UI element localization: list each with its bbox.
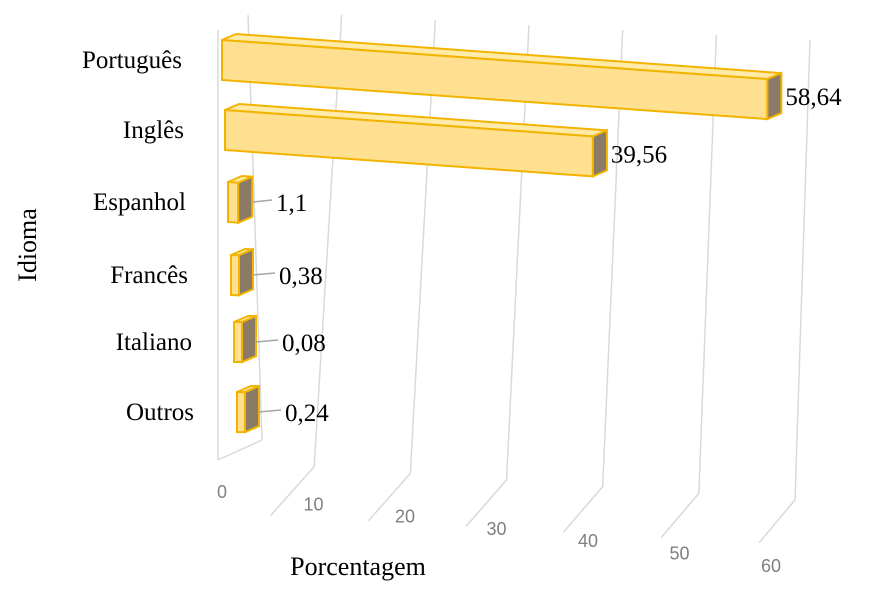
data-label: 1,1 [276, 190, 307, 217]
x-tick-label: 0 [217, 482, 227, 502]
data-label: 58,64 [785, 84, 842, 111]
y-axis-title: Idioma [13, 208, 42, 282]
floor-gridline [465, 479, 508, 527]
bar-front-face [227, 180, 240, 224]
axis-back-line [247, 14, 263, 441]
bars [221, 32, 783, 434]
bar-end-face [244, 384, 260, 434]
gridline [313, 14, 343, 467]
category-labels: Português Inglês Espanhol Francês Italiano Ou… [82, 47, 194, 426]
x-tick-label: 60 [761, 556, 781, 576]
category-label: Português [82, 47, 182, 74]
bar-end-face [241, 314, 257, 364]
bar [227, 174, 254, 225]
bar-front-face [230, 253, 240, 297]
x-axis-title: Porcentagem [290, 552, 426, 581]
category-label: Italiano [116, 329, 192, 356]
data-label: 0,38 [279, 263, 323, 290]
floor-gridline [758, 499, 796, 544]
data-label: 39,56 [611, 141, 667, 168]
category-label: Outros [126, 399, 194, 426]
bar [224, 102, 608, 178]
bar-front-face [236, 390, 246, 434]
gridline [794, 39, 811, 501]
x-tick-label: 10 [303, 494, 323, 514]
floor-gridline [660, 492, 700, 538]
leader-line [252, 272, 276, 276]
x-tick-labels: 0 10 20 30 40 50 60 [217, 482, 781, 576]
floor-gridline [563, 486, 604, 533]
bar [221, 32, 783, 121]
x-tick-label: 20 [395, 507, 415, 527]
category-label: Inglês [123, 117, 184, 144]
x-tick-label: 30 [486, 519, 506, 539]
data-label: 0,08 [282, 330, 326, 357]
bar-end-face [238, 247, 254, 297]
bar-end-face [591, 128, 608, 178]
bar-end-face [766, 71, 783, 121]
bar [236, 384, 260, 434]
bar-end-face [237, 175, 254, 225]
category-label: Espanhol [93, 189, 186, 216]
bar [230, 247, 254, 297]
x-tick-label: 50 [669, 544, 689, 564]
category-label: Francês [110, 262, 188, 289]
leader-line [252, 199, 273, 203]
data-label: 0,24 [285, 400, 329, 427]
leader-line [255, 339, 279, 343]
floor-gridline [367, 472, 411, 522]
floor-gridline [270, 466, 315, 516]
bar [233, 314, 257, 364]
bar-front-face [233, 320, 243, 364]
leader-line [258, 409, 282, 413]
x-tick-label: 40 [578, 531, 598, 551]
data-labels: 58,64 39,56 1,1 0,38 0,08 0,24 [252, 84, 842, 427]
floor-gridline [217, 439, 263, 461]
